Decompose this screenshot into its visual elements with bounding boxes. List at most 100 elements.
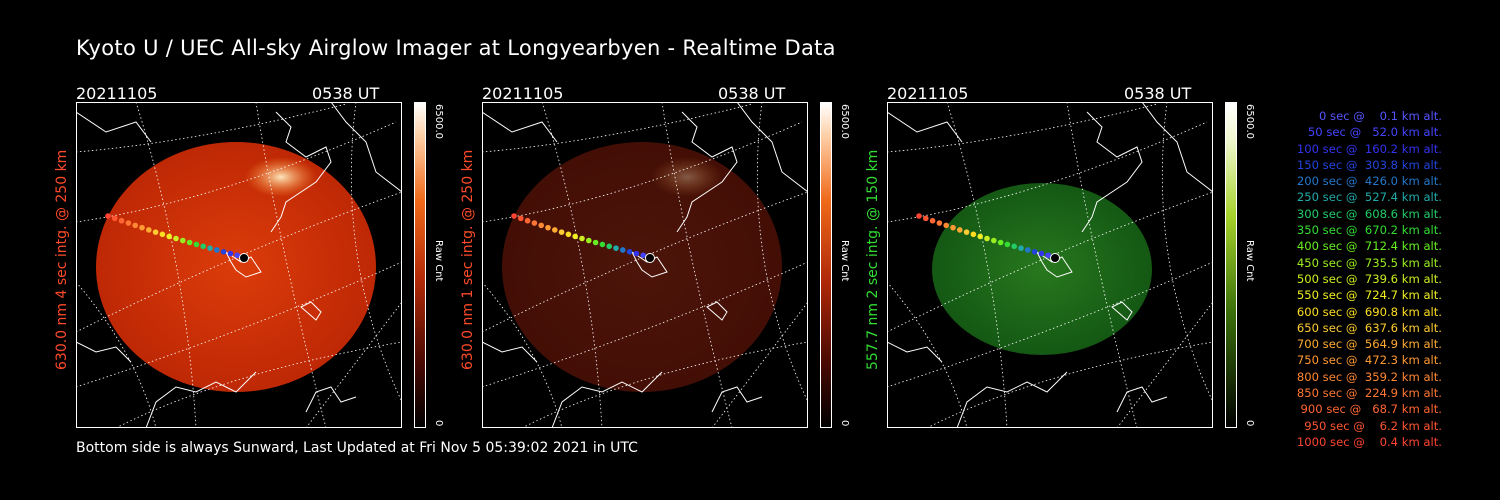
trajectory-point xyxy=(579,235,585,242)
trajectory-point xyxy=(1031,248,1038,255)
rocket-trajectory xyxy=(916,213,1060,263)
page-title: Kyoto U / UEC All-sky Airglow Imager at … xyxy=(76,36,836,60)
panel-3-allsky-image xyxy=(887,102,1213,428)
lat-lon-grid xyxy=(482,102,808,428)
airglow-disk xyxy=(502,142,782,392)
panel-3-date: 20211105 xyxy=(887,84,969,103)
panel-3-colorbar-max: 6500.0 xyxy=(1244,104,1255,139)
trajectory-point xyxy=(592,239,599,246)
trajectory-point xyxy=(538,222,544,229)
panel-1-colorbar-min: 0 xyxy=(433,420,444,427)
rocket-trajectory xyxy=(511,213,655,263)
trajectory-point xyxy=(531,220,538,226)
legend-entry: 650 sec @ 637.6 km alt. xyxy=(1296,320,1442,335)
trajectory-point xyxy=(200,243,206,250)
panel-3-time: 0538 UT xyxy=(1124,84,1192,103)
trajectory-point xyxy=(1018,245,1024,251)
trajectory-point xyxy=(186,239,193,246)
trajectory-point xyxy=(640,252,646,259)
trajectory-point xyxy=(132,222,138,229)
trajectory-point xyxy=(180,237,186,244)
trajectory-point xyxy=(977,233,983,240)
trajectory-point xyxy=(214,247,220,253)
panel-2-time: 0538 UT xyxy=(718,84,786,103)
panel-2-colorbar-label: Raw Cnt xyxy=(839,240,850,282)
panel-3-colorbar-label: Raw Cnt xyxy=(1244,240,1255,282)
legend-entry: 700 sec @ 564.9 km alt. xyxy=(1296,337,1442,352)
legend-entry: 100 sec @ 160.2 km alt. xyxy=(1296,141,1442,156)
trajectory-point xyxy=(227,250,234,257)
panel-1-allsky-image xyxy=(76,102,402,428)
trajectory-point xyxy=(234,252,240,259)
trajectory-point xyxy=(1025,247,1031,253)
legend-entry: 800 sec @ 359.2 km alt. xyxy=(1296,369,1442,384)
trajectory-point xyxy=(916,213,922,219)
trajectory-point xyxy=(957,227,963,233)
legend-entry: 1000 sec @ 0.4 km alt. xyxy=(1296,434,1442,449)
footer-status: Bottom side is always Sunward, Last Upda… xyxy=(76,440,638,456)
legend-entry: 150 sec @ 303.8 km alt. xyxy=(1296,157,1442,172)
trajectory-point xyxy=(620,247,626,253)
trajectory-point xyxy=(929,217,936,224)
legend-entry: 450 sec @ 735.5 km alt. xyxy=(1296,255,1442,270)
trajectory-point xyxy=(125,220,132,226)
panel-3-side-label: 557.7 nm 2 sec intg. @ 150 km xyxy=(865,149,881,370)
trajectory-point xyxy=(613,245,619,251)
rocket-trajectory xyxy=(105,213,249,263)
trajectory-point xyxy=(139,224,145,231)
legend-entry: 0 sec @ 0.1 km alt. xyxy=(1318,109,1442,123)
trajectory-point xyxy=(943,222,949,229)
panel-1-time: 0538 UT xyxy=(312,84,380,103)
trajectory-point xyxy=(963,229,970,235)
trajectory-point xyxy=(220,248,227,255)
panel-1-side-label: 630.0 nm 4 sec intg. @ 250 km xyxy=(54,149,70,370)
aurora-bright-spot xyxy=(245,157,317,197)
station-marker xyxy=(239,253,249,263)
lat-lon-grid xyxy=(76,102,402,428)
legend-entry: 350 sec @ 670.2 km alt. xyxy=(1296,223,1442,238)
legend-entry: 200 sec @ 426.0 km alt. xyxy=(1296,174,1442,189)
trajectory-point xyxy=(112,215,118,222)
trajectory-point xyxy=(1045,252,1051,259)
legend-entry: 50 sec @ 52.0 km alt. xyxy=(1307,125,1442,140)
panel-3-colorbar-min: 0 xyxy=(1244,420,1255,427)
legend-entry: 300 sec @ 608.6 km alt. xyxy=(1296,206,1442,221)
trajectory-point xyxy=(146,227,152,233)
trajectory-point xyxy=(173,235,179,242)
trajectory-point xyxy=(599,241,606,248)
panel-2-allsky-image xyxy=(482,102,808,428)
panel-2-colorbar-max: 6500.0 xyxy=(839,104,850,139)
trajectory-point xyxy=(1038,250,1045,257)
trajectory-point xyxy=(997,239,1004,246)
trajectory-point xyxy=(1004,241,1011,248)
trajectory-point xyxy=(207,245,213,251)
trajectory-point xyxy=(105,213,111,219)
trajectory-point xyxy=(565,231,572,238)
panel-3-colorbar xyxy=(1225,102,1237,428)
trajectory-point xyxy=(166,233,172,240)
panel-1-date: 20211105 xyxy=(76,84,158,103)
trajectory-point xyxy=(586,237,592,244)
trajectory-point xyxy=(545,224,551,231)
legend-entry: 250 sec @ 527.4 km alt. xyxy=(1296,190,1442,205)
trajectory-point xyxy=(950,224,956,231)
trajectory-point xyxy=(552,227,558,233)
airglow-disk xyxy=(932,183,1152,355)
trajectory-point xyxy=(606,243,612,250)
trajectory-point xyxy=(511,213,517,219)
panel-2-side-label: 630.0 nm 1 sec intg. @ 250 km xyxy=(460,149,476,370)
panel-2-colorbar xyxy=(820,102,832,428)
panel-1-colorbar-max: 6500.0 xyxy=(433,104,444,139)
legend-entry: 850 sec @ 224.9 km alt. xyxy=(1296,386,1442,401)
trajectory-point xyxy=(558,229,565,235)
trajectory-point xyxy=(518,215,524,222)
station-marker xyxy=(645,253,655,263)
trajectory-legend: 0 sec @ 0.1 km alt. 50 sec @ 52.0 km alt.… xyxy=(1297,108,1442,450)
panel-1-colorbar-label: Raw Cnt xyxy=(433,240,444,282)
trajectory-point xyxy=(970,231,977,238)
trajectory-point xyxy=(633,250,640,257)
coastline xyxy=(482,102,808,428)
station-marker xyxy=(1050,253,1060,263)
trajectory-point xyxy=(152,229,159,235)
legend-entry: 900 sec @ 68.7 km alt. xyxy=(1300,402,1442,417)
